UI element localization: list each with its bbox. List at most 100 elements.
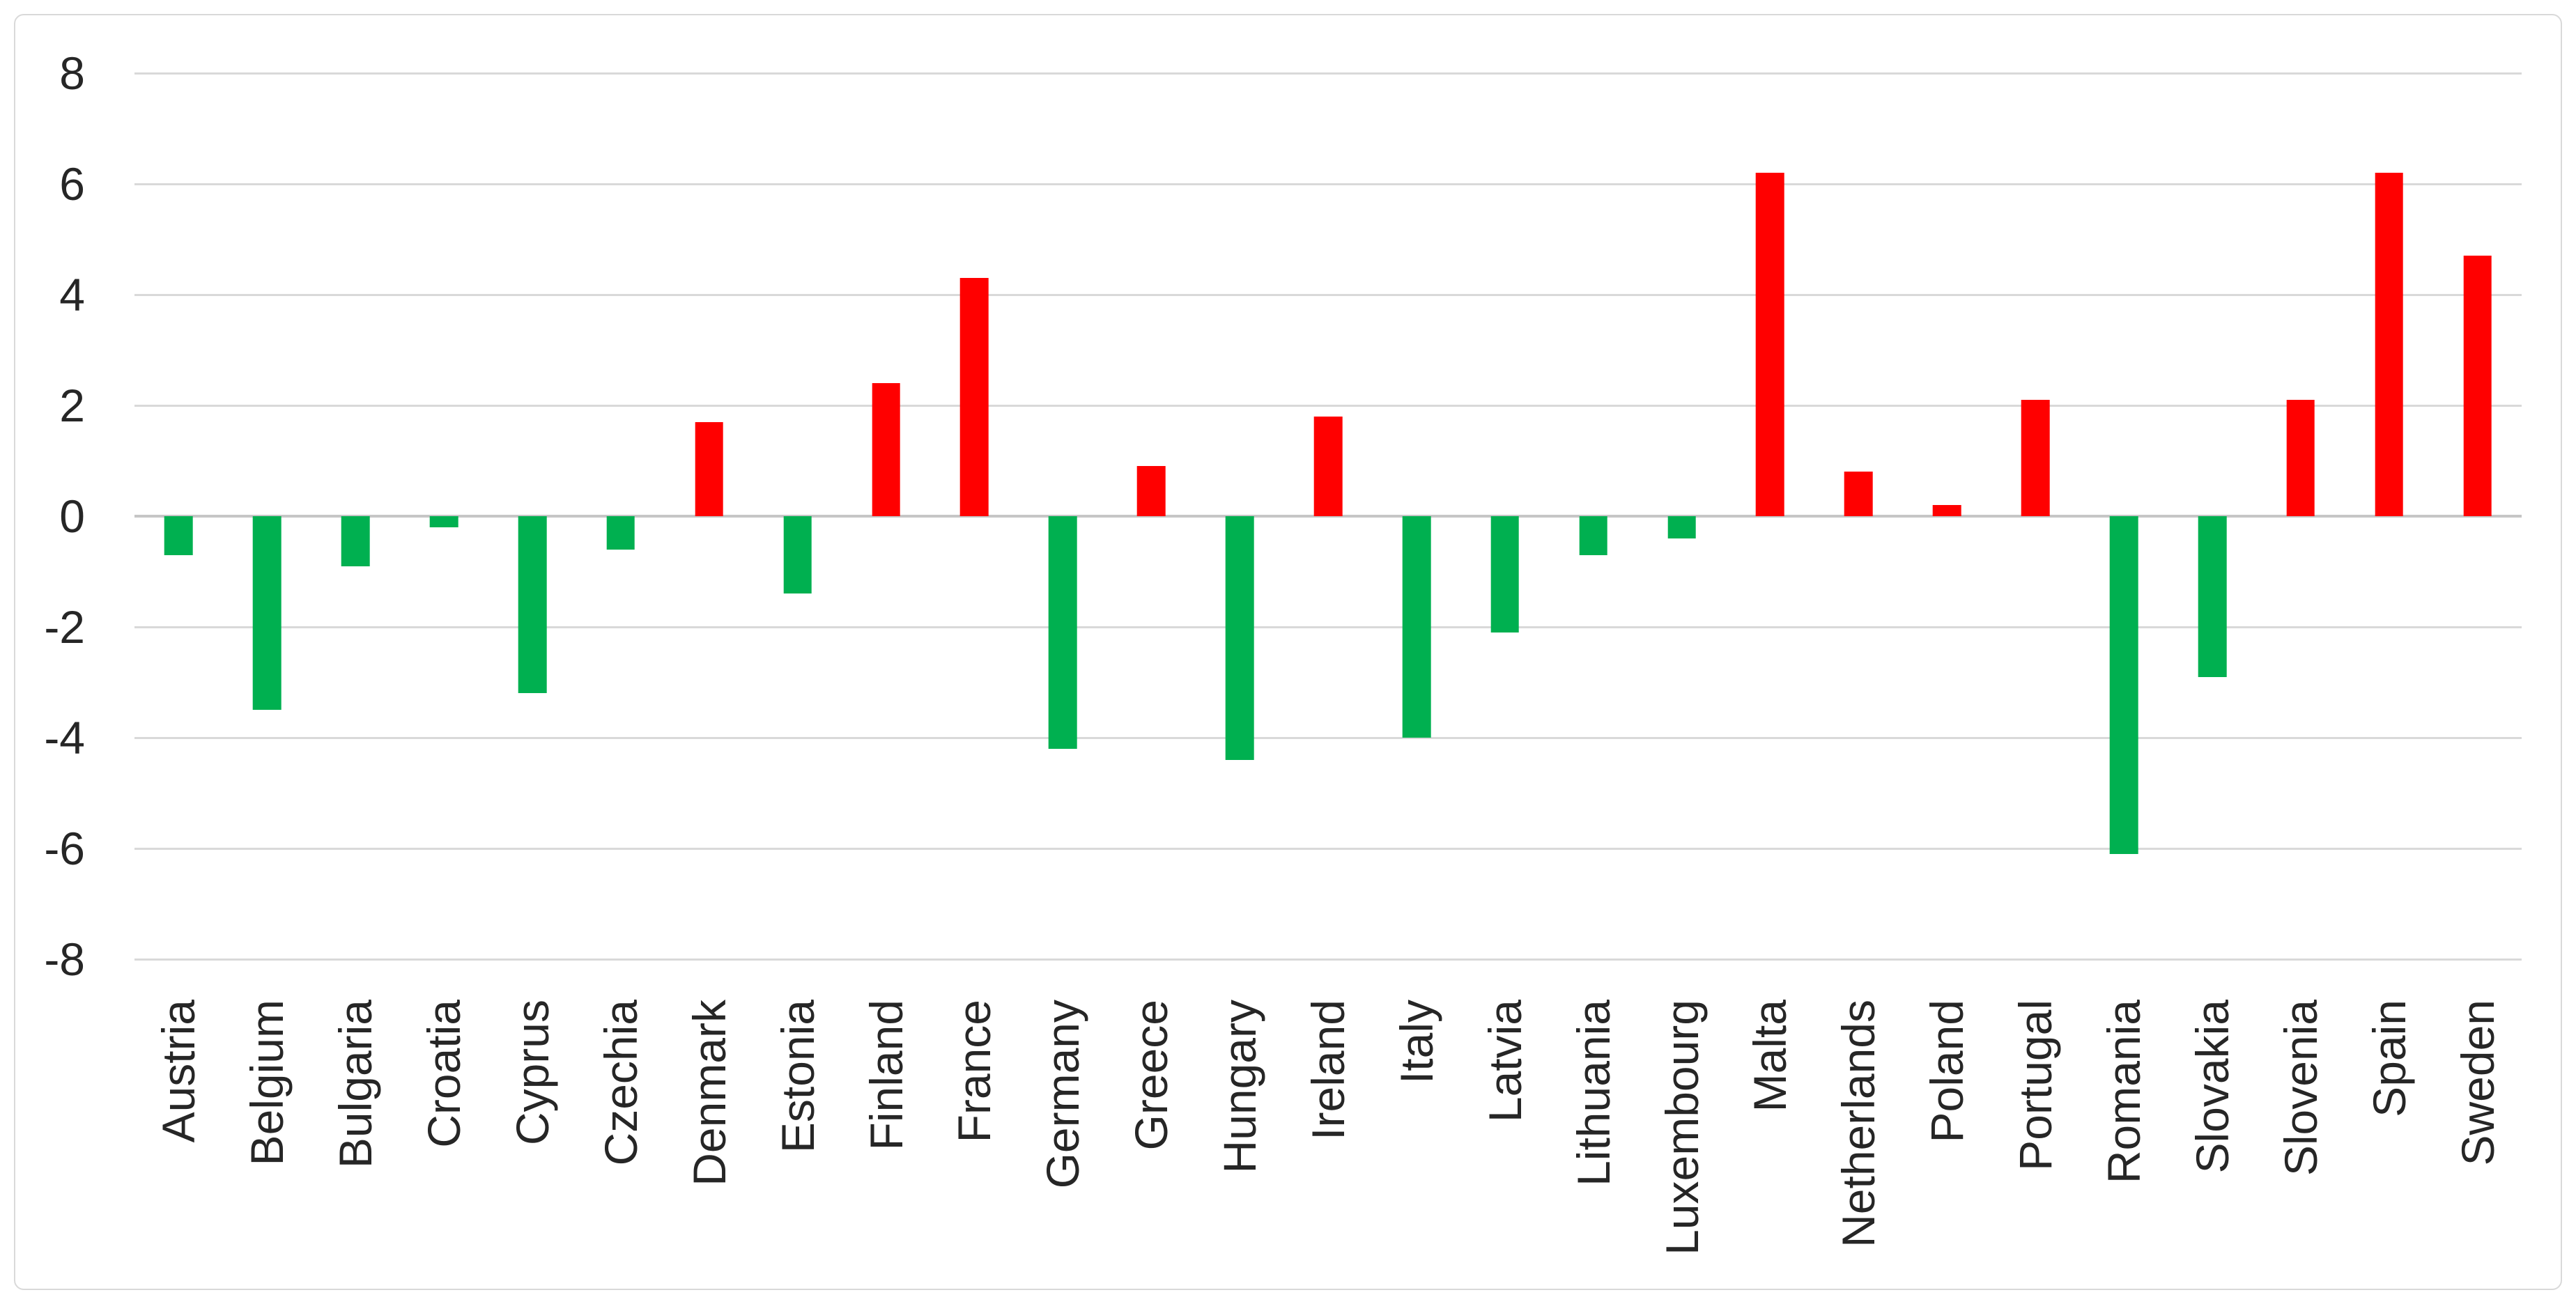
bar-slot-estonia bbox=[753, 73, 842, 959]
x-slot-belgium: Belgium bbox=[223, 1000, 311, 1292]
x-slot-czechia: Czechia bbox=[576, 1000, 665, 1292]
bar-sweden bbox=[2463, 256, 2492, 516]
y-tick-label-0: 0 bbox=[59, 490, 85, 542]
x-slot-slovenia: Slovenia bbox=[2256, 1000, 2345, 1292]
bar-austria bbox=[164, 516, 193, 555]
bar-estonia bbox=[783, 516, 812, 594]
gridline-y-4 bbox=[134, 294, 2522, 296]
gridline-y--4 bbox=[134, 737, 2522, 739]
x-slot-bulgaria: Bulgaria bbox=[311, 1000, 400, 1292]
bar-slot-belgium bbox=[223, 73, 311, 959]
bar-malta bbox=[1756, 173, 1784, 516]
x-slot-greece: Greece bbox=[1107, 1000, 1196, 1292]
x-slot-slovakia: Slovakia bbox=[2168, 1000, 2256, 1292]
x-label-slovenia: Slovenia bbox=[2274, 1000, 2327, 1177]
x-slot-france: France bbox=[930, 1000, 1019, 1292]
y-tick-label-6: 6 bbox=[59, 158, 85, 210]
x-slot-germany: Germany bbox=[1019, 1000, 1107, 1292]
bar-slot-romania bbox=[2080, 73, 2168, 959]
bar-slot-czechia bbox=[576, 73, 665, 959]
bar-bulgaria bbox=[341, 516, 370, 566]
bar-slot-germany bbox=[1019, 73, 1107, 959]
bar-slot-finland bbox=[842, 73, 930, 959]
zero-axis-line bbox=[134, 515, 2522, 518]
bar-croatia bbox=[429, 516, 458, 527]
x-slot-croatia: Croatia bbox=[400, 1000, 488, 1292]
x-slot-latvia: Latvia bbox=[1460, 1000, 1549, 1292]
bar-lithuania bbox=[1579, 516, 1607, 555]
gridline-y-8 bbox=[134, 72, 2522, 75]
x-label-germany: Germany bbox=[1037, 1000, 1089, 1189]
x-label-france: France bbox=[948, 1000, 1001, 1143]
y-axis: 8 6 4 2 0 -2 -4 -6 -8 bbox=[0, 50, 89, 982]
bar-slot-malta bbox=[1726, 73, 1814, 959]
x-slot-lithuania: Lithuania bbox=[1549, 1000, 1637, 1292]
bar-czechia bbox=[606, 516, 635, 550]
x-label-portugal: Portugal bbox=[2010, 1000, 2062, 1171]
bar-poland bbox=[1932, 505, 1961, 516]
bar-spain bbox=[2375, 173, 2403, 516]
bar-netherlands bbox=[1844, 472, 1873, 516]
bar-slot-spain bbox=[2345, 73, 2433, 959]
bar-romania bbox=[2109, 516, 2138, 854]
bar-slot-bulgaria bbox=[311, 73, 400, 959]
bar-slot-france bbox=[930, 73, 1019, 959]
bar-cyprus bbox=[518, 516, 547, 694]
bar-latvia bbox=[1490, 516, 1520, 632]
bar-slot-ireland bbox=[1284, 73, 1373, 959]
y-tick-label-4: 4 bbox=[59, 269, 85, 320]
x-label-croatia: Croatia bbox=[418, 1000, 470, 1148]
bar-slot-sweden bbox=[2433, 73, 2522, 959]
bar-slot-cyprus bbox=[488, 73, 577, 959]
x-label-greece: Greece bbox=[1125, 1000, 1178, 1151]
gridline-layer bbox=[134, 72, 2522, 961]
gridline-y-2 bbox=[134, 405, 2522, 407]
bar-slovenia bbox=[2286, 400, 2315, 516]
plot-area bbox=[134, 72, 2522, 961]
bar-france bbox=[960, 278, 989, 516]
bar-luxembourg bbox=[1667, 516, 1696, 538]
x-slot-netherlands: Netherlands bbox=[1814, 1000, 1903, 1292]
x-axis: Austria Belgium Bulgaria Croatia Cyprus Czech… bbox=[134, 1000, 2522, 1292]
bar-belgium bbox=[253, 516, 281, 711]
bar-ireland bbox=[1313, 416, 1343, 516]
x-label-slovakia: Slovakia bbox=[2186, 1000, 2238, 1174]
bar-denmark bbox=[695, 421, 724, 516]
bar-greece bbox=[1136, 466, 1166, 516]
gridline-y--8 bbox=[134, 958, 2522, 961]
bar-slot-poland bbox=[1903, 73, 1991, 959]
x-label-malta: Malta bbox=[1744, 1000, 1796, 1112]
x-label-latvia: Latvia bbox=[1479, 1000, 1531, 1123]
gridline-y--6 bbox=[134, 848, 2522, 850]
x-label-poland: Poland bbox=[1921, 1000, 1973, 1143]
x-label-ireland: Ireland bbox=[1302, 1000, 1355, 1140]
x-label-czechia: Czechia bbox=[594, 1000, 647, 1166]
x-slot-estonia: Estonia bbox=[753, 1000, 842, 1292]
x-label-bulgaria: Bulgaria bbox=[330, 1000, 382, 1169]
bar-slot-portugal bbox=[1991, 73, 2080, 959]
bar-germany bbox=[1049, 516, 1077, 749]
bar-hungary bbox=[1225, 516, 1254, 760]
bar-series bbox=[134, 73, 2522, 959]
bar-slovakia bbox=[2198, 516, 2227, 677]
gridline-y--2 bbox=[134, 626, 2522, 628]
bar-slot-netherlands bbox=[1814, 73, 1903, 959]
y-tick-label--6: -6 bbox=[44, 823, 85, 874]
y-tick-label--4: -4 bbox=[44, 712, 85, 763]
bar-portugal bbox=[2021, 400, 2050, 516]
x-slot-austria: Austria bbox=[134, 1000, 223, 1292]
bar-slot-croatia bbox=[400, 73, 488, 959]
x-label-spain: Spain bbox=[2363, 1000, 2415, 1117]
y-tick-label-2: 2 bbox=[59, 380, 85, 431]
x-slot-denmark: Denmark bbox=[665, 1000, 753, 1292]
bar-slot-greece bbox=[1107, 73, 1196, 959]
x-label-lithuania: Lithuania bbox=[1567, 1000, 1619, 1186]
x-slot-finland: Finland bbox=[842, 1000, 930, 1292]
x-slot-ireland: Ireland bbox=[1284, 1000, 1373, 1292]
x-label-netherlands: Netherlands bbox=[1833, 1000, 1885, 1248]
bar-finland bbox=[872, 383, 900, 516]
x-slot-spain: Spain bbox=[2345, 1000, 2433, 1292]
x-slot-portugal: Portugal bbox=[1991, 1000, 2080, 1292]
x-slot-cyprus: Cyprus bbox=[488, 1000, 577, 1292]
